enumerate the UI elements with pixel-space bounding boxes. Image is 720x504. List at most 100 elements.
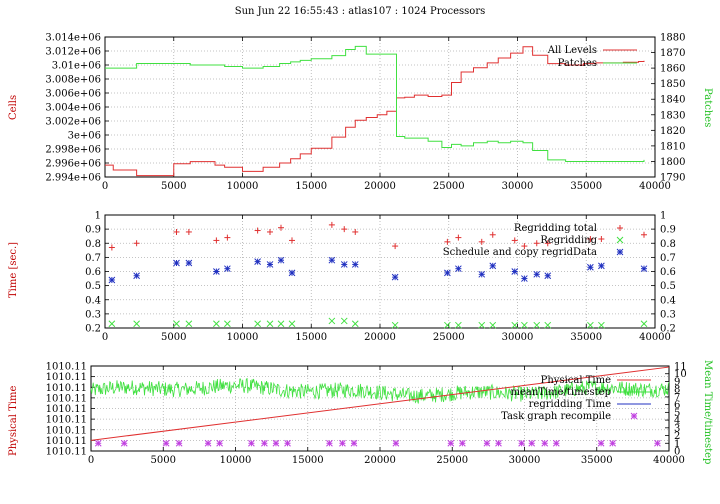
chart1: 0 5000 10000 15000 20000 25000 30000 35000 40000… [45, 33, 685, 193]
x-tick-label: 25000 [433, 181, 465, 192]
task-recompile-point [459, 439, 466, 447]
y-tick-label: 1010.11 [46, 436, 87, 447]
task-recompile-point [654, 439, 661, 447]
x-tick-label: 35000 [570, 181, 602, 192]
chart2: 0 5000 10000 15000 20000 25000 30000 35000 40000… [85, 211, 676, 344]
scatter-point-plus [444, 238, 451, 245]
series-all-levels [105, 46, 645, 177]
scatter-point-cross [351, 320, 359, 328]
y-tick-label: 0.9 [85, 225, 101, 236]
x-tick-label: 10000 [227, 181, 259, 192]
scatter-point-asterisk [489, 262, 497, 270]
y2-tick-label: 1810 [660, 141, 685, 152]
scatter-point-cross [213, 320, 220, 328]
scatter-point-plus [489, 231, 496, 238]
y-tick-label: 1010.11 [46, 415, 87, 426]
scatter-point-asterisk [521, 275, 528, 282]
y-tick-label: 1010.11 [46, 383, 87, 394]
scatter-point-cross [598, 321, 605, 329]
y2-tick-label: 0.4 [660, 295, 676, 306]
scatter-point-plus [254, 227, 261, 234]
x-tick-label: 0 [102, 181, 108, 192]
scatter-point-cross [533, 321, 541, 329]
scatter-point-plus [224, 234, 231, 241]
legend-marker [616, 236, 624, 244]
y2-tick-label: 0.5 [660, 281, 676, 292]
y2-tick-label: 1800 [660, 157, 685, 168]
scatter-point-asterisk [266, 261, 274, 268]
scatter-point-asterisk [478, 270, 486, 278]
y2-tick-label: 4 [674, 416, 680, 427]
scatter-point-plus [511, 237, 518, 244]
legend-label: Patches [558, 58, 597, 69]
scatter-point-plus [278, 224, 284, 231]
x-tick-label: 20000 [364, 181, 396, 192]
series-patches [105, 45, 645, 162]
scatter-point-asterisk [391, 273, 399, 281]
y-tick-label: 3.006e+06 [45, 89, 101, 100]
task-recompile-point [284, 439, 291, 447]
y2-tick-label: 3 [674, 423, 680, 434]
x-tick-label: 5000 [161, 332, 186, 343]
plot-border [90, 365, 670, 452]
y-tick-label: 1010.11 [46, 447, 87, 458]
scatter-point-asterisk [340, 261, 348, 268]
y2-tick-label: 1870 [660, 48, 685, 59]
scatter-point-asterisk [224, 265, 231, 273]
scatter-point-plus [185, 228, 192, 235]
scatter-point-asterisk [511, 268, 519, 275]
scatter-point-cross [444, 321, 451, 329]
scatter-point-plus [108, 244, 115, 251]
task-recompile-point [597, 439, 605, 447]
y2-tick-label: 0.2 [660, 324, 676, 335]
scatter-point-cross [640, 320, 648, 328]
task-recompile-point [261, 439, 268, 447]
y2-tick-label: 0.7 [660, 253, 676, 264]
y2-tick-label: 0.8 [660, 239, 676, 250]
task-recompile-point [120, 439, 128, 447]
x-tick-label: 35000 [581, 455, 613, 466]
scatter-point-cross [185, 320, 193, 328]
scatter-point-cross [288, 320, 296, 328]
legend-label: Schedule and copy regridData [443, 247, 597, 258]
figure-title: Sun Jun 22 16:55:43 : atlas107 : 1024 Pr… [234, 6, 486, 17]
scatter-point-asterisk [533, 270, 541, 278]
scatter-point-cross [489, 321, 497, 329]
y2-tick-label: 1840 [660, 95, 685, 106]
scatter-point-cross [277, 320, 285, 328]
scatter-point-asterisk [108, 276, 116, 284]
task-recompile-point [175, 439, 183, 447]
x-tick-label: 30000 [509, 455, 541, 466]
scatter-point-plus [133, 240, 140, 247]
scatter-point-plus [641, 231, 647, 238]
x-tick-label: 25000 [436, 455, 468, 466]
legend-label: Regridding total [514, 223, 597, 234]
y2-tick-label: 1820 [660, 126, 685, 137]
scatter-point-cross [587, 321, 594, 329]
scatter-point-plus [341, 226, 348, 233]
x-tick-label: 15000 [292, 455, 324, 466]
scatter-point-cross [511, 321, 519, 329]
x-tick-label: 20000 [364, 455, 396, 466]
scatter-point-plus [478, 238, 485, 245]
scatter-point-cross [521, 321, 528, 329]
y-tick-label: 3.008e+06 [45, 75, 101, 86]
x-tick-label: 0 [102, 332, 108, 343]
x-tick-label: 25000 [433, 332, 465, 343]
scatter-point-plus [328, 221, 335, 228]
y-tick-label: 0.4 [85, 295, 101, 306]
y2-tick-label: 1 [660, 211, 666, 222]
chart3: 0 5000 10000 15000 20000 25000 30000 35000 40000… [46, 362, 687, 467]
plot-border [104, 214, 656, 329]
scatter-point-cross [328, 317, 336, 325]
scatter-point-asterisk [133, 272, 140, 280]
y-tick-label: 1 [95, 211, 101, 222]
x-tick-label: 0 [88, 455, 94, 466]
x-tick-label: 40000 [639, 332, 671, 343]
y2-tick-label: 9 [674, 377, 680, 388]
y-tick-label: 1010.11 [46, 404, 87, 415]
task-recompile-point [392, 439, 400, 447]
scatter-point-asterisk [328, 256, 336, 264]
y-tick-label: 0.7 [85, 253, 101, 264]
